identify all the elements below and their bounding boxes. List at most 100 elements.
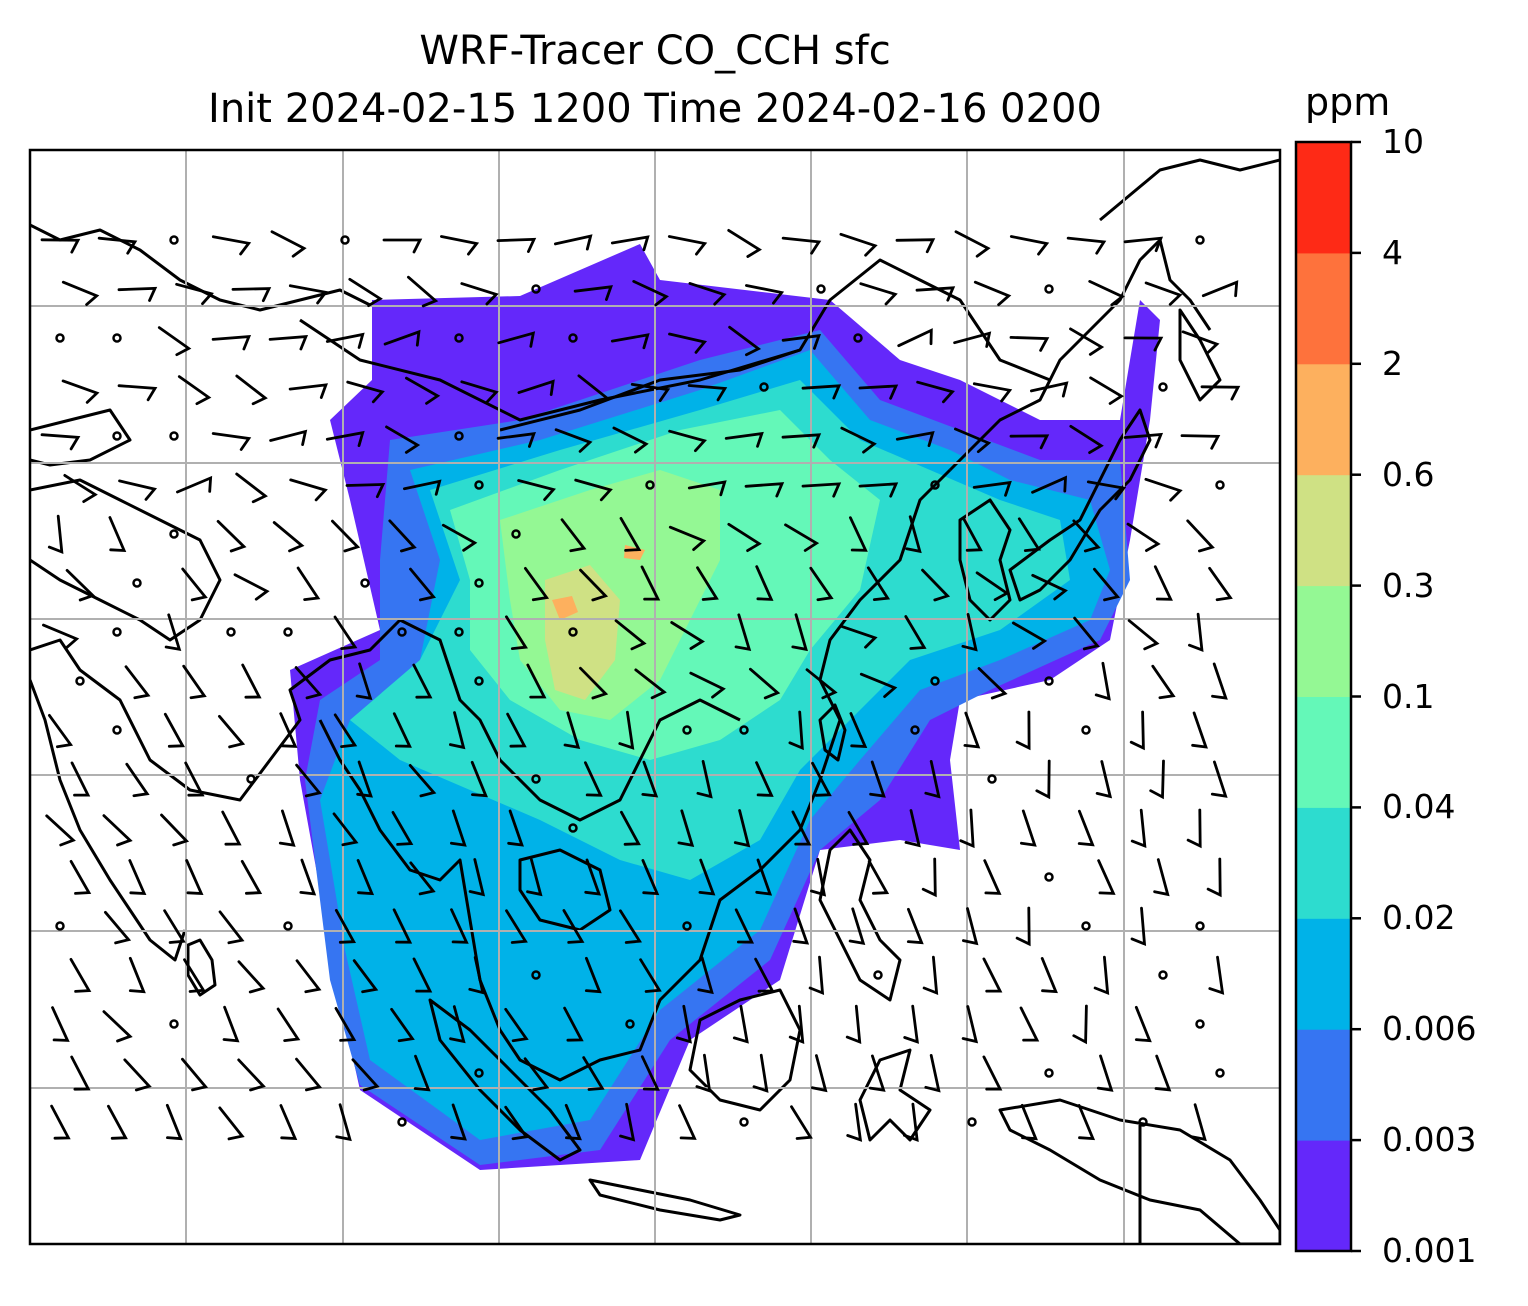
wind-barb bbox=[695, 1053, 712, 1093]
wind-barb bbox=[972, 480, 1012, 497]
coastline-sakhalin bbox=[1099, 158, 1280, 222]
wind-barb bbox=[409, 567, 437, 602]
wind-barb bbox=[222, 1005, 240, 1043]
wind-barb bbox=[218, 1106, 245, 1141]
calm-wind-marker bbox=[283, 921, 293, 931]
conc-band-06 bbox=[552, 545, 645, 620]
wind-barb bbox=[390, 1007, 415, 1043]
wind-barb bbox=[614, 619, 647, 651]
wind-barb bbox=[619, 909, 642, 944]
wind-barb bbox=[619, 517, 642, 552]
wind-barb bbox=[554, 428, 593, 453]
calm-wind-marker bbox=[246, 774, 256, 784]
map-title-line2: Init 2024-02-15 1200 Time 2024-02-16 020… bbox=[208, 86, 1102, 132]
wind-barb bbox=[1089, 376, 1125, 405]
calm-wind-marker bbox=[283, 627, 293, 637]
wind-barb bbox=[811, 1054, 828, 1093]
wind-barb bbox=[352, 959, 379, 994]
wind-barb bbox=[574, 478, 613, 502]
wind-barb bbox=[69, 958, 92, 993]
wind-barb bbox=[123, 1058, 152, 1092]
calm-wind-marker bbox=[625, 1019, 635, 1029]
wind-barb bbox=[468, 956, 485, 995]
wind-barb bbox=[40, 433, 81, 451]
wind-barb bbox=[906, 907, 924, 945]
colorbar-tick-label: 10 bbox=[1382, 122, 1424, 161]
wind-barb bbox=[102, 1010, 133, 1043]
calm-wind-marker bbox=[1215, 480, 1225, 490]
wind-barb bbox=[752, 1053, 769, 1093]
wind-barb bbox=[125, 762, 150, 798]
coastline-gulf-thailand bbox=[518, 848, 612, 932]
calm-wind-marker bbox=[112, 333, 122, 343]
colorbar-segment bbox=[1296, 807, 1351, 919]
wind-barb bbox=[1130, 906, 1147, 947]
wind-barb bbox=[1096, 1054, 1114, 1092]
wind-barb bbox=[405, 376, 441, 405]
wind-barb bbox=[117, 286, 158, 302]
calm-wind-marker bbox=[454, 627, 464, 637]
wind-barb bbox=[523, 1057, 550, 1092]
wind-barb bbox=[496, 237, 537, 253]
wind-barb bbox=[506, 712, 527, 748]
calm-wind-marker bbox=[55, 333, 65, 343]
wind-barb bbox=[1211, 662, 1228, 700]
wind-barb bbox=[1180, 434, 1221, 450]
border-indochina bbox=[498, 698, 741, 822]
coastline-india-west bbox=[30, 679, 187, 962]
wind-barb bbox=[1031, 475, 1068, 494]
calm-wind-marker bbox=[474, 676, 484, 686]
calm-wind-marker bbox=[112, 431, 122, 441]
wind-barb bbox=[441, 523, 478, 552]
wind-barb bbox=[1123, 336, 1164, 352]
wind-barb bbox=[973, 280, 1012, 307]
wind-barb bbox=[677, 809, 695, 847]
colorbar bbox=[1296, 140, 1361, 1253]
coastline-borneo bbox=[688, 988, 802, 1112]
wind-barb bbox=[791, 613, 808, 652]
wind-barb bbox=[216, 520, 247, 553]
calm-wind-marker bbox=[1215, 1068, 1225, 1078]
map-frame bbox=[28, 148, 1282, 1246]
wind-barb bbox=[639, 958, 662, 993]
coastline-kamchatka bbox=[1178, 308, 1222, 402]
wind-barb bbox=[65, 569, 96, 602]
wind-barb bbox=[734, 613, 752, 651]
wind-barb bbox=[727, 229, 762, 258]
wind-barb bbox=[904, 809, 921, 848]
wind-barb bbox=[689, 671, 726, 699]
wind-barb bbox=[727, 522, 762, 552]
colorbar-segment bbox=[1296, 474, 1351, 587]
calm-wind-marker bbox=[531, 774, 541, 784]
wind-barb bbox=[1072, 519, 1101, 553]
wind-barb bbox=[866, 566, 891, 601]
coastline-korea bbox=[958, 498, 1012, 622]
wind-barb bbox=[1153, 858, 1170, 897]
wind-barb bbox=[240, 859, 263, 895]
wind-barb bbox=[61, 280, 100, 306]
wind-barb bbox=[356, 859, 375, 896]
wind-barb bbox=[1208, 955, 1225, 995]
wind-barb bbox=[696, 760, 713, 799]
wind-barb bbox=[869, 760, 886, 798]
wind-barb bbox=[177, 375, 212, 406]
wind-barb bbox=[963, 711, 981, 749]
wind-barb bbox=[577, 374, 610, 406]
wind-barb bbox=[526, 858, 543, 897]
wind-barb bbox=[1088, 280, 1125, 307]
wind-barb bbox=[63, 474, 98, 503]
wind-barb bbox=[728, 325, 762, 357]
wind-barb bbox=[45, 814, 76, 847]
wind-barb bbox=[504, 1105, 529, 1141]
wind-barb bbox=[734, 908, 755, 944]
wind-barb bbox=[276, 1007, 301, 1042]
coastline-taiwan bbox=[818, 703, 847, 762]
wind-barb bbox=[1130, 808, 1147, 849]
calm-wind-marker bbox=[739, 1117, 749, 1127]
wind-barb bbox=[791, 810, 812, 846]
colorbar-segment bbox=[1296, 142, 1351, 254]
wind-barb bbox=[954, 427, 992, 454]
calm-wind-marker bbox=[454, 431, 464, 441]
calm-wind-marker bbox=[1044, 676, 1054, 686]
coastline-sulawesi bbox=[858, 1048, 932, 1142]
